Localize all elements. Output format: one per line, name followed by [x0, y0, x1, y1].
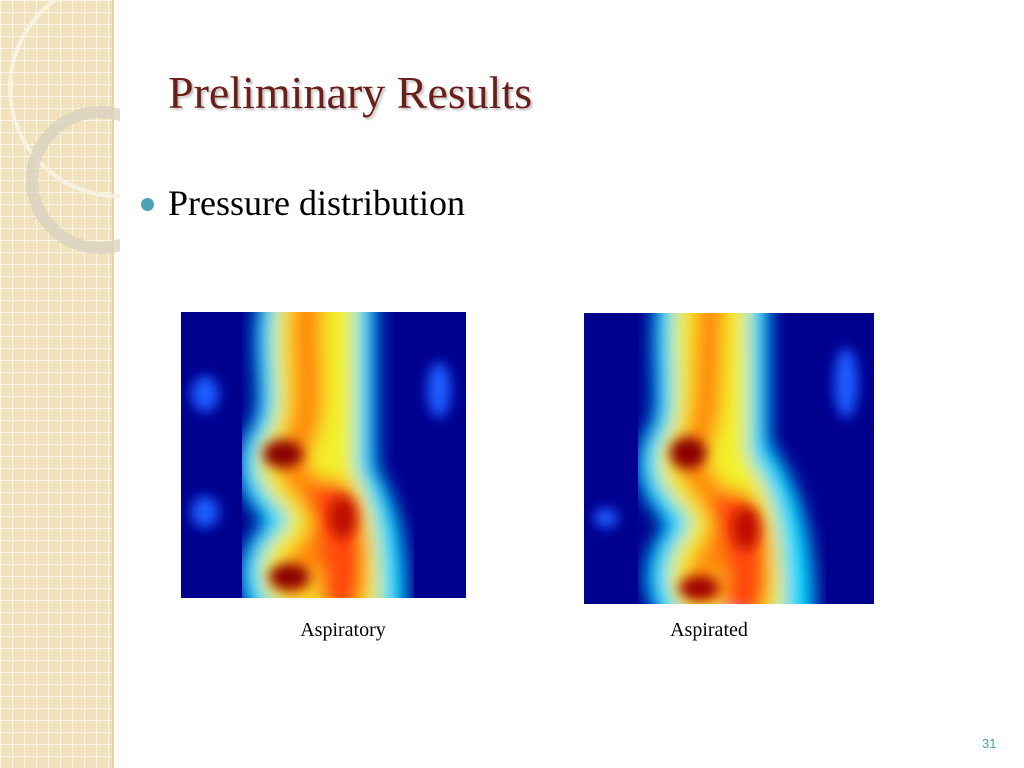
heatmap-image: [181, 312, 466, 598]
slide-title: Preliminary Results: [168, 67, 533, 118]
heatmap-image: [584, 313, 874, 604]
figure-caption: Aspiratory: [300, 619, 386, 641]
bullet-text: Pressure distribution: [168, 183, 465, 223]
sidebar-decoration: [0, 0, 120, 768]
page-number: 31: [982, 736, 997, 751]
bullet-dot: [141, 198, 154, 211]
figure-caption: Aspirated: [670, 619, 748, 641]
